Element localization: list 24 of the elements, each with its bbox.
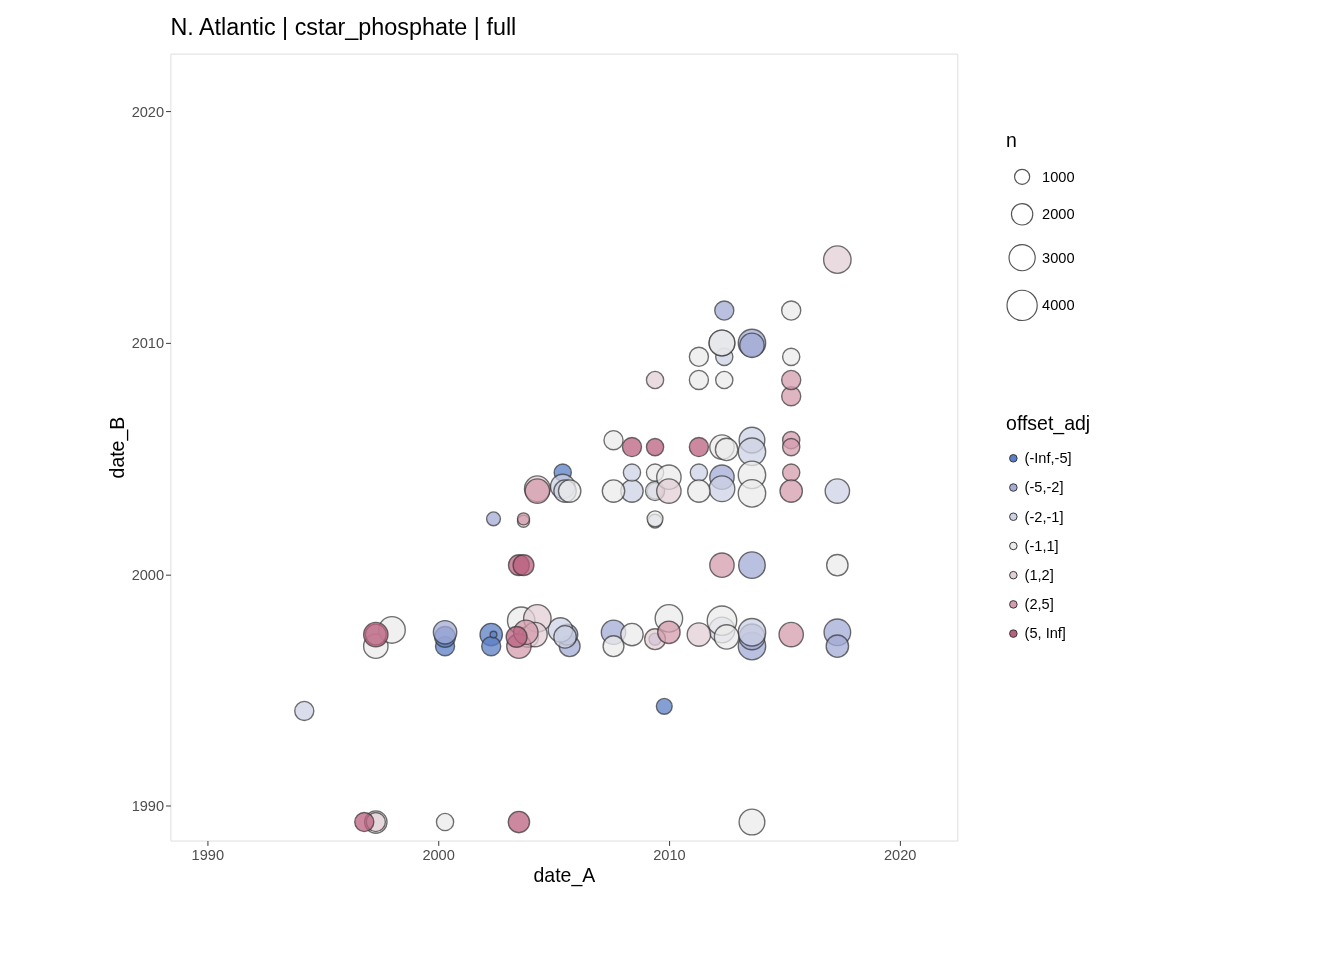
legend-label: (2,5] xyxy=(1024,596,1054,613)
legend-label: (-2,-1] xyxy=(1024,508,1064,525)
x-tick-label: 2000 xyxy=(422,846,455,863)
x-tick-label: 2020 xyxy=(883,846,917,863)
x-tick-label: 2010 xyxy=(653,846,686,863)
legend-label: (-Inf,-5] xyxy=(1024,450,1072,467)
y-tick-label: 2020 xyxy=(131,103,165,120)
legend-label: (1,2] xyxy=(1024,567,1054,584)
legend-label: 2000 xyxy=(1042,206,1075,223)
x-tick-label: 1990 xyxy=(191,846,225,863)
legend-label: (5, Inf] xyxy=(1024,625,1066,642)
text: n xyxy=(1006,129,1017,152)
y-tick-label: 2010 xyxy=(131,335,165,352)
x-axis-title: date_A xyxy=(533,863,596,887)
legend-label: (-5,-2] xyxy=(1024,479,1064,496)
y-tick-label: 1990 xyxy=(131,798,165,815)
legend-label: 3000 xyxy=(1042,249,1075,266)
legend-label: (-1,1] xyxy=(1024,537,1059,554)
legend-label: 1000 xyxy=(1042,168,1075,185)
y-tick-label: 2000 xyxy=(131,566,165,583)
y-axis-title: date_B xyxy=(105,416,129,479)
legend-label: 4000 xyxy=(1042,297,1075,314)
text: offset_adj xyxy=(1006,411,1091,434)
chart-title: N. Atlantic | cstar_phosphate | full xyxy=(170,14,517,41)
